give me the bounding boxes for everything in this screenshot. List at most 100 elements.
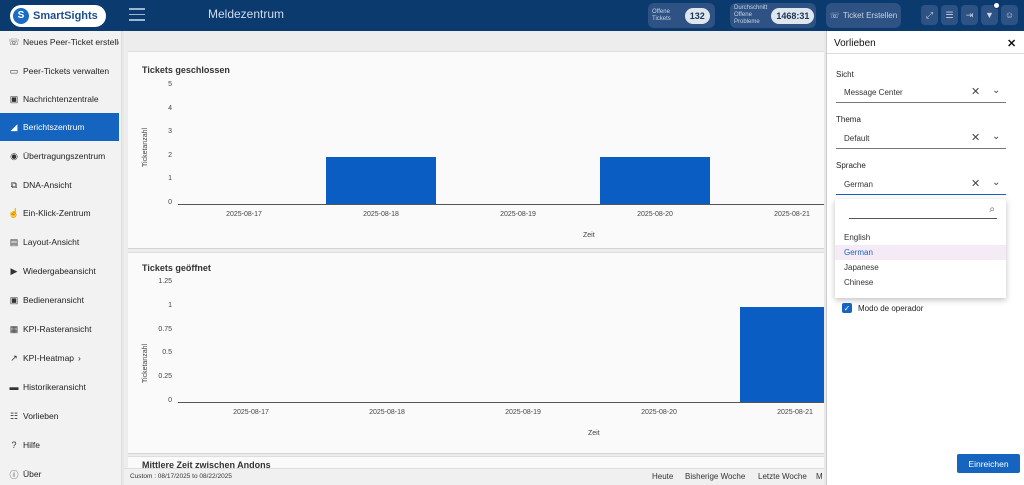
top-bar: S SmartSights Meldezentrum Offene Ticket… [0, 0, 1024, 31]
sidebar-item-help[interactable]: ? Hilfe [0, 431, 119, 459]
user-icon[interactable]: ☺ [1001, 5, 1018, 25]
language-option-chinese[interactable]: Chinese [844, 278, 874, 287]
open-tickets-label-2: Tickets [652, 15, 671, 22]
sidebar-item-one-click-center[interactable]: ☝ Ein-Klick-Zentrum [0, 199, 119, 227]
chevron-down-icon[interactable]: ⌄ [992, 177, 1001, 188]
y-tick-label: 2 [168, 151, 172, 159]
sidebar-item-label: Historikeransicht [23, 382, 86, 392]
sidebar-item-label: Hilfe [23, 440, 41, 450]
chart-panel-mtba: Mittlere Zeit zwischen Andons [128, 456, 824, 468]
preferences-title: Vorlieben [834, 38, 876, 49]
sidebar-item-broadcast-center[interactable]: ◉ Übertragungszentrum [0, 142, 119, 170]
x-tick-label: 2025-08-20 [637, 211, 673, 218]
x-tick-label: 2025-08-18 [363, 211, 399, 218]
chevron-down-icon[interactable]: ⌄ [992, 131, 1001, 142]
y-tick-label: 4 [168, 104, 172, 112]
sidebar-item-label: Übertragungszentrum [23, 151, 106, 161]
export-icon[interactable]: ⇥ [961, 5, 978, 25]
language-option-english[interactable]: English [844, 233, 871, 242]
chart-title: Tickets geöffnet [142, 263, 211, 273]
sidebar-item-kpi-heatmap[interactable]: ↗ KPI-Heatmap › [0, 344, 119, 372]
clear-icon[interactable]: ✕ [971, 178, 981, 190]
view-value: Message Center [844, 88, 903, 97]
sidebar-item-dna-view[interactable]: ⧉ DNA-Ansicht [0, 171, 119, 199]
range-last-week-link[interactable]: Letzte Woche [758, 472, 807, 481]
x-axis-line [178, 204, 824, 205]
logo-mark: S [13, 7, 29, 24]
sidebar-item-label: Ein-Klick-Zentrum [23, 208, 91, 218]
operator-mode-row: ✓ Modo de operador [842, 303, 923, 313]
y-tick-label: 1 [168, 301, 172, 309]
sidebar-item-manage-peer-tickets[interactable]: ▭ Peer-Tickets verwalten [0, 57, 119, 85]
sidebar-item-kpi-grid-view[interactable]: ▦ KPI-Rasteransicht [0, 315, 119, 343]
chevron-down-icon[interactable]: ⌄ [992, 85, 1001, 96]
sidebar-item-layout-view[interactable]: ▤ Layout-Ansicht [0, 228, 119, 256]
logo[interactable]: S SmartSights [10, 4, 106, 27]
chevron-right-icon: › [78, 353, 81, 363]
x-tick-label: 2025-08-20 [641, 409, 677, 416]
info-icon: ⓘ [9, 469, 19, 480]
filter-icon[interactable]: ▼ [981, 2, 1000, 25]
range-today-link[interactable]: Heute [652, 472, 674, 481]
close-icon[interactable]: ✕ [1007, 38, 1017, 50]
phone-icon: ☏ [829, 11, 840, 20]
range-week-to-date-link[interactable]: Bisherige Woche [685, 472, 746, 481]
date-range-label: Custom : 08/17/2025 to 08/22/2025 [130, 473, 232, 480]
sidebar-item-report-center[interactable]: ◢ Berichtszentrum [0, 113, 119, 141]
sidebar-item-label: Vorlieben [23, 411, 59, 421]
sidebar-item-label: KPI-Rasteransicht [23, 324, 92, 334]
sidebar-item-label: Nachrichtenzentrale [23, 94, 99, 104]
sidebar-item-label: Berichtszentrum [23, 122, 85, 132]
x-tick-label: 2025-08-19 [505, 409, 541, 416]
y-tick-label: 1 [168, 175, 172, 183]
submit-button[interactable]: Einreichen [957, 454, 1020, 473]
x-axis-line [178, 402, 824, 403]
y-tick-label: 3 [168, 128, 172, 136]
history-icon: ▬ [9, 382, 19, 392]
sidebar-item-new-peer-ticket[interactable]: ☏ Neues Peer-Ticket erstellen [0, 28, 119, 56]
view-select[interactable]: Message Center ✕ ⌄ [836, 82, 1006, 103]
create-ticket-label: Ticket Erstellen [842, 11, 898, 20]
avg-label-3: Probleme [734, 19, 760, 25]
y-tick-label: 0.75 [158, 325, 172, 333]
divider [827, 53, 1024, 54]
logo-area: S SmartSights [0, 0, 122, 31]
expand-icon[interactable]: ⤢ [921, 5, 938, 25]
operator-mode-checkbox[interactable]: ✓ [842, 303, 852, 313]
avg-open-problems-stat: Durchschnitt Offene Probleme 1468:31 [730, 3, 816, 28]
x-axis-label: Zeit [588, 430, 600, 437]
language-select[interactable]: German ✕ ⌄ [836, 174, 1006, 195]
clear-icon[interactable]: ✕ [971, 132, 981, 144]
create-ticket-button[interactable]: ☏ Ticket Erstellen [826, 3, 901, 28]
bar[interactable] [326, 156, 436, 204]
page-title: Meldezentrum [208, 7, 285, 21]
language-value: German [844, 180, 873, 189]
x-tick-label: 2025-08-21 [774, 211, 810, 218]
sidebar-item-about[interactable]: ⓘ Über [0, 460, 119, 485]
clear-icon[interactable]: ✕ [971, 86, 981, 98]
y-axis-label: Ticketanzahl [142, 343, 149, 383]
replay-icon: ▶ [10, 265, 18, 276]
sidebar-item-operator-view[interactable]: ▣ Bedieneransicht [0, 286, 119, 314]
broadcast-icon: ◉ [10, 150, 18, 161]
hamburger-menu-icon[interactable] [129, 8, 145, 22]
sidebar-item-historian-view[interactable]: ▬ Historikeransicht [0, 373, 119, 401]
sidebar-item-replay-view[interactable]: ▶ Wiedergabeansicht [0, 257, 119, 285]
chart-icon: ◢ [10, 121, 18, 132]
language-option-german[interactable]: German [835, 245, 1006, 260]
bar[interactable] [600, 156, 710, 204]
sidebar-item-message-center[interactable]: ▣ Nachrichtenzentrale [0, 85, 119, 113]
filter-badge [993, 2, 1000, 9]
language-option-japanese[interactable]: Japanese [844, 263, 879, 272]
language-search-input[interactable]: ⌕ [849, 204, 997, 219]
theme-label: Thema [836, 115, 861, 124]
y-axis-label: Ticketanzahl [142, 127, 149, 167]
theme-select[interactable]: Default ✕ ⌄ [836, 128, 1006, 149]
list-icon[interactable]: ☰ [941, 5, 958, 25]
y-tick-label: 1.25 [158, 278, 172, 285]
sidebar-item-preferences[interactable]: ☷ Vorlieben [0, 402, 119, 430]
y-tick-label: 0 [168, 397, 172, 404]
search-icon: ⌕ [989, 204, 995, 215]
bar[interactable] [740, 306, 824, 402]
range-more-link[interactable]: M [816, 472, 823, 481]
